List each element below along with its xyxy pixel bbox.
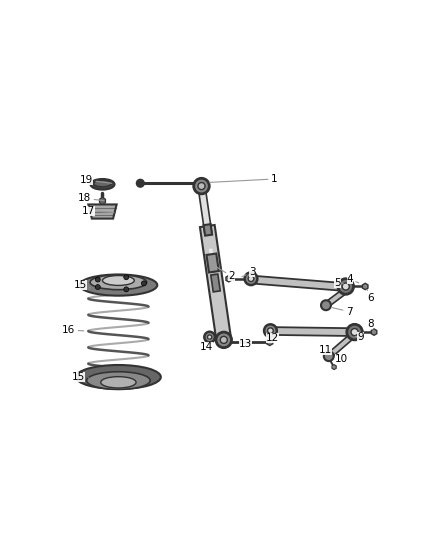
Circle shape bbox=[95, 285, 100, 289]
Circle shape bbox=[204, 332, 215, 342]
Text: 18: 18 bbox=[78, 193, 104, 204]
Circle shape bbox=[194, 179, 209, 194]
Polygon shape bbox=[200, 225, 231, 341]
Circle shape bbox=[264, 324, 277, 337]
Text: 7: 7 bbox=[332, 306, 352, 317]
Ellipse shape bbox=[91, 179, 114, 190]
Circle shape bbox=[321, 300, 331, 310]
Text: 9: 9 bbox=[355, 332, 364, 342]
Text: 5: 5 bbox=[334, 278, 344, 288]
Text: 13: 13 bbox=[239, 339, 252, 349]
Ellipse shape bbox=[101, 377, 136, 388]
Text: 15: 15 bbox=[72, 372, 88, 382]
Circle shape bbox=[136, 179, 144, 187]
Ellipse shape bbox=[90, 275, 147, 289]
Circle shape bbox=[342, 283, 349, 290]
Text: 14: 14 bbox=[199, 339, 213, 352]
Circle shape bbox=[124, 275, 129, 280]
Text: 16: 16 bbox=[62, 325, 84, 335]
Polygon shape bbox=[274, 327, 351, 336]
Text: 15: 15 bbox=[74, 280, 90, 290]
Circle shape bbox=[124, 287, 129, 292]
Polygon shape bbox=[254, 276, 343, 290]
Polygon shape bbox=[324, 288, 347, 308]
Polygon shape bbox=[209, 248, 214, 262]
Circle shape bbox=[208, 335, 212, 339]
Polygon shape bbox=[88, 205, 117, 219]
Circle shape bbox=[216, 332, 232, 348]
Circle shape bbox=[198, 182, 205, 190]
Circle shape bbox=[95, 277, 100, 282]
Ellipse shape bbox=[102, 276, 134, 286]
Text: 11: 11 bbox=[318, 345, 335, 355]
Circle shape bbox=[347, 324, 362, 340]
Text: 19: 19 bbox=[80, 175, 112, 185]
Circle shape bbox=[324, 351, 334, 361]
Polygon shape bbox=[198, 185, 212, 233]
Text: 17: 17 bbox=[82, 206, 114, 216]
Polygon shape bbox=[211, 274, 220, 292]
Polygon shape bbox=[327, 332, 357, 358]
Text: 12: 12 bbox=[265, 333, 279, 343]
Circle shape bbox=[220, 336, 227, 343]
Ellipse shape bbox=[80, 274, 157, 296]
Text: 1: 1 bbox=[209, 174, 277, 184]
Polygon shape bbox=[206, 254, 219, 272]
Circle shape bbox=[245, 272, 258, 285]
Text: 8: 8 bbox=[367, 319, 374, 330]
Text: 6: 6 bbox=[367, 289, 374, 303]
Text: 3: 3 bbox=[242, 267, 255, 277]
Ellipse shape bbox=[76, 365, 161, 389]
Polygon shape bbox=[204, 224, 212, 236]
Text: 2: 2 bbox=[210, 263, 235, 281]
Ellipse shape bbox=[94, 180, 111, 187]
Circle shape bbox=[338, 279, 353, 294]
Circle shape bbox=[351, 328, 358, 336]
Text: 10: 10 bbox=[333, 354, 348, 367]
Polygon shape bbox=[211, 264, 216, 278]
Circle shape bbox=[268, 328, 273, 334]
Circle shape bbox=[141, 281, 146, 286]
Ellipse shape bbox=[87, 372, 150, 390]
Text: 4: 4 bbox=[347, 274, 359, 284]
Circle shape bbox=[248, 276, 254, 281]
